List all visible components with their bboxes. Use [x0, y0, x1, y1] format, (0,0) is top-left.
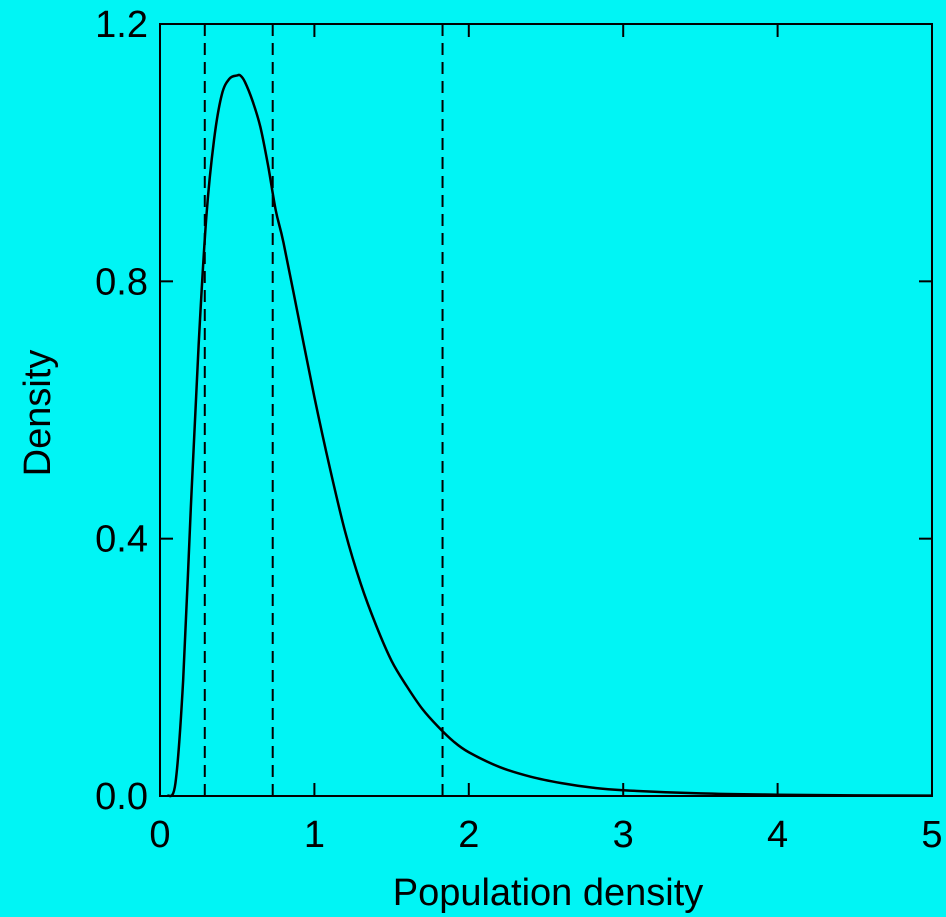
- plot-area: [166, 24, 933, 798]
- x-tick-label: 1: [304, 814, 325, 856]
- y-tick-label: 1.2: [95, 4, 148, 46]
- y-tick-label: 0.8: [95, 261, 148, 303]
- y-tick-label: 0.0: [95, 776, 148, 818]
- density-curve-line-1: [166, 73, 933, 798]
- x-tick-label: 3: [613, 814, 634, 856]
- x-tick-label: 4: [767, 814, 788, 856]
- axes: 0 1 2 3 4 5 0.0 0.4 0.8 1.2: [95, 4, 942, 856]
- y-axis-title: Density: [17, 350, 59, 477]
- x-tick-label: 0: [149, 814, 170, 856]
- x-axis-title: Population density: [393, 872, 704, 914]
- y-tick-label: 0.4: [95, 519, 148, 561]
- x-tick-label: 5: [921, 814, 942, 856]
- x-tick-label: 2: [458, 814, 479, 856]
- plot-frame: [159, 23, 933, 797]
